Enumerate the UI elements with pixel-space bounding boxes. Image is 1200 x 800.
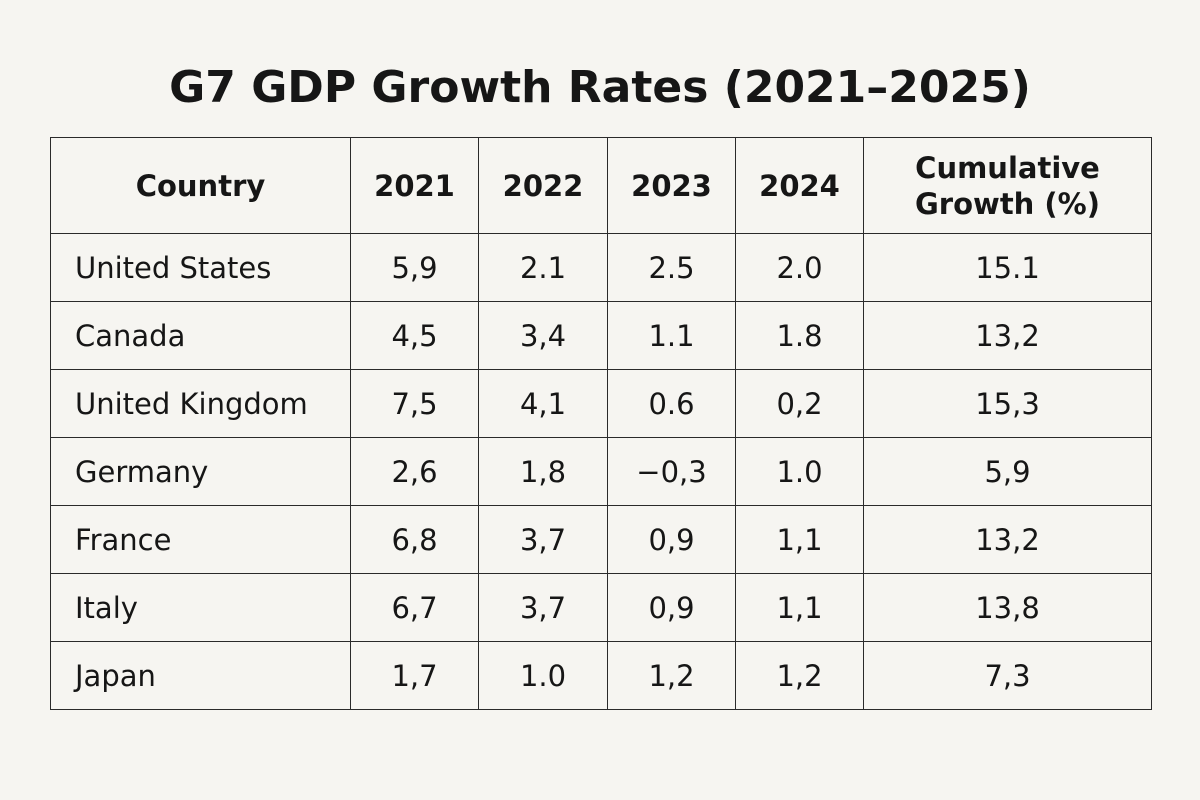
header-cell: 2021	[350, 137, 479, 234]
value-cell: 15.1	[863, 233, 1152, 302]
value-cell: 13,2	[863, 505, 1152, 574]
value-cell: 6,7	[350, 573, 479, 642]
header-cell: Country	[50, 137, 351, 234]
table-row: Canada 4,5 3,4 1.1 1.8 13,2	[50, 301, 1152, 370]
value-cell: 1,2	[735, 641, 864, 710]
country-cell: Japan	[50, 641, 351, 710]
value-cell: 0,9	[607, 505, 736, 574]
value-cell: 1.0	[478, 641, 608, 710]
value-cell: 3,7	[478, 505, 608, 574]
value-cell: 1,2	[607, 641, 736, 710]
value-cell: 3,7	[478, 573, 608, 642]
header-cell: 2023	[607, 137, 736, 234]
value-cell: 13,8	[863, 573, 1152, 642]
table-body: United States 5,9 2.1 2.5 2.0 15.1 Canada 4,5 3,…	[50, 233, 1152, 710]
value-cell: 2,6	[350, 437, 479, 506]
value-cell: 2.0	[735, 233, 864, 302]
value-cell: 4,5	[350, 301, 479, 370]
header-row: Country 2021 2022 2023 2024 Cumulative Growth…	[50, 137, 1152, 234]
country-cell: United States	[50, 233, 351, 302]
value-cell: 1.1	[607, 301, 736, 370]
country-cell: Italy	[50, 573, 351, 642]
value-cell: 1,8	[478, 437, 608, 506]
value-cell: 0,2	[735, 369, 864, 438]
table-row: France 6,8 3,7 0,9 1,1 13,2	[50, 505, 1152, 574]
value-cell: 3,4	[478, 301, 608, 370]
table-row: Germany 2,6 1,8 −0,3 1.0 5,9	[50, 437, 1152, 506]
value-cell: 5,9	[350, 233, 479, 302]
value-cell: 0,9	[607, 573, 736, 642]
value-cell: 2.5	[607, 233, 736, 302]
value-cell: 1,1	[735, 573, 864, 642]
title: G7 GDP Growth Rates (2021–2025)	[169, 62, 1031, 113]
value-cell: 1,1	[735, 505, 864, 574]
country-cell: Germany	[50, 437, 351, 506]
country-cell: Canada	[50, 301, 351, 370]
table-row: Italy 6,7 3,7 0,9 1,1 13,8	[50, 573, 1152, 642]
value-cell: 7,3	[863, 641, 1152, 710]
value-cell: 4,1	[478, 369, 608, 438]
header-cell: 2022	[478, 137, 608, 234]
header-cell: 2024	[735, 137, 864, 234]
value-cell: 1.8	[735, 301, 864, 370]
value-cell: 1.0	[735, 437, 864, 506]
value-cell: 15,3	[863, 369, 1152, 438]
value-cell: 2.1	[478, 233, 608, 302]
country-cell: France	[50, 505, 351, 574]
table-row: United Kingdom 7,5 4,1 0.6 0,2 15,3	[50, 369, 1152, 438]
header-cell: Cumulative Growth (%)	[863, 137, 1152, 234]
value-cell: 1,7	[350, 641, 479, 710]
table-row: United States 5,9 2.1 2.5 2.0 15.1	[50, 233, 1152, 302]
gdp-table: Country 2021 2022 2023 2024 Cumulative Growth…	[50, 137, 1152, 710]
value-cell: 0.6	[607, 369, 736, 438]
value-cell: 6,8	[350, 505, 479, 574]
value-cell: −0,3	[607, 437, 736, 506]
value-cell: 5,9	[863, 437, 1152, 506]
country-cell: United Kingdom	[50, 369, 351, 438]
value-cell: 7,5	[350, 369, 479, 438]
value-cell: 13,2	[863, 301, 1152, 370]
table-row: Japan 1,7 1.0 1,2 1,2 7,3	[50, 641, 1152, 710]
